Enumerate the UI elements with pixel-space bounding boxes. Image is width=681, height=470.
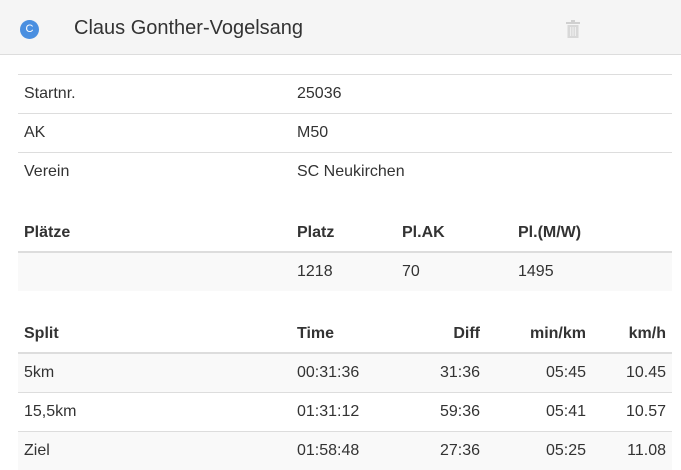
info-value: SC Neukirchen [291,153,672,192]
table-row: 15,5km 01:31:12 59:36 05:41 10.57 [18,393,672,432]
table-row: Ziel 01:58:48 27:36 05:25 11.08 [18,432,672,470]
info-label: AK [18,114,291,153]
cell: 1495 [512,252,672,291]
trash-icon[interactable] [566,20,580,38]
info-label: Startnr. [18,75,291,114]
info-value: 25036 [291,75,672,114]
col-header: min/km [486,315,592,353]
places-row: 1218 70 1495 [18,252,672,291]
places-header-row: Plätze Platz Pl.AK Pl.(M/W) [18,214,672,252]
cell: 05:45 [486,353,592,393]
cell: 00:31:36 [291,353,391,393]
cell: 01:58:48 [291,432,391,470]
cell: 05:25 [486,432,592,470]
info-row-startnr: Startnr.25036 [18,75,672,114]
cell: 15,5km [18,393,291,432]
splits-table: Split Time Diff min/km km/h 5km 00:31:36… [18,315,672,470]
cell: 1218 [291,252,396,291]
places-table: Plätze Platz Pl.AK Pl.(M/W) 1218 70 1495 [18,214,672,291]
splits-header-row: Split Time Diff min/km km/h [18,315,672,353]
cell: 01:31:12 [291,393,391,432]
col-header: Plätze [18,214,291,252]
cell [18,252,291,291]
cell: 70 [396,252,512,291]
cell: 05:41 [486,393,592,432]
cell: 10.45 [592,353,672,393]
col-header: Diff [391,315,486,353]
info-label: Verein [18,153,291,192]
col-header: Split [18,315,291,353]
cell: 10.57 [592,393,672,432]
cell: 27:36 [391,432,486,470]
cell: 31:36 [391,353,486,393]
col-header: km/h [592,315,672,353]
participant-header: C Claus Gonther-Vogelsang [0,0,681,55]
cell: 5km [18,353,291,393]
col-header: Platz [291,214,396,252]
col-header: Pl.(M/W) [512,214,672,252]
avatar: C [20,20,39,39]
participant-name: Claus Gonther-Vogelsang [74,17,303,40]
col-header: Time [291,315,391,353]
cell: Ziel [18,432,291,470]
col-header: Pl.AK [396,214,512,252]
table-row: 5km 00:31:36 31:36 05:45 10.45 [18,353,672,393]
cell: 11.08 [592,432,672,470]
cell: 59:36 [391,393,486,432]
info-value: M50 [291,114,672,153]
